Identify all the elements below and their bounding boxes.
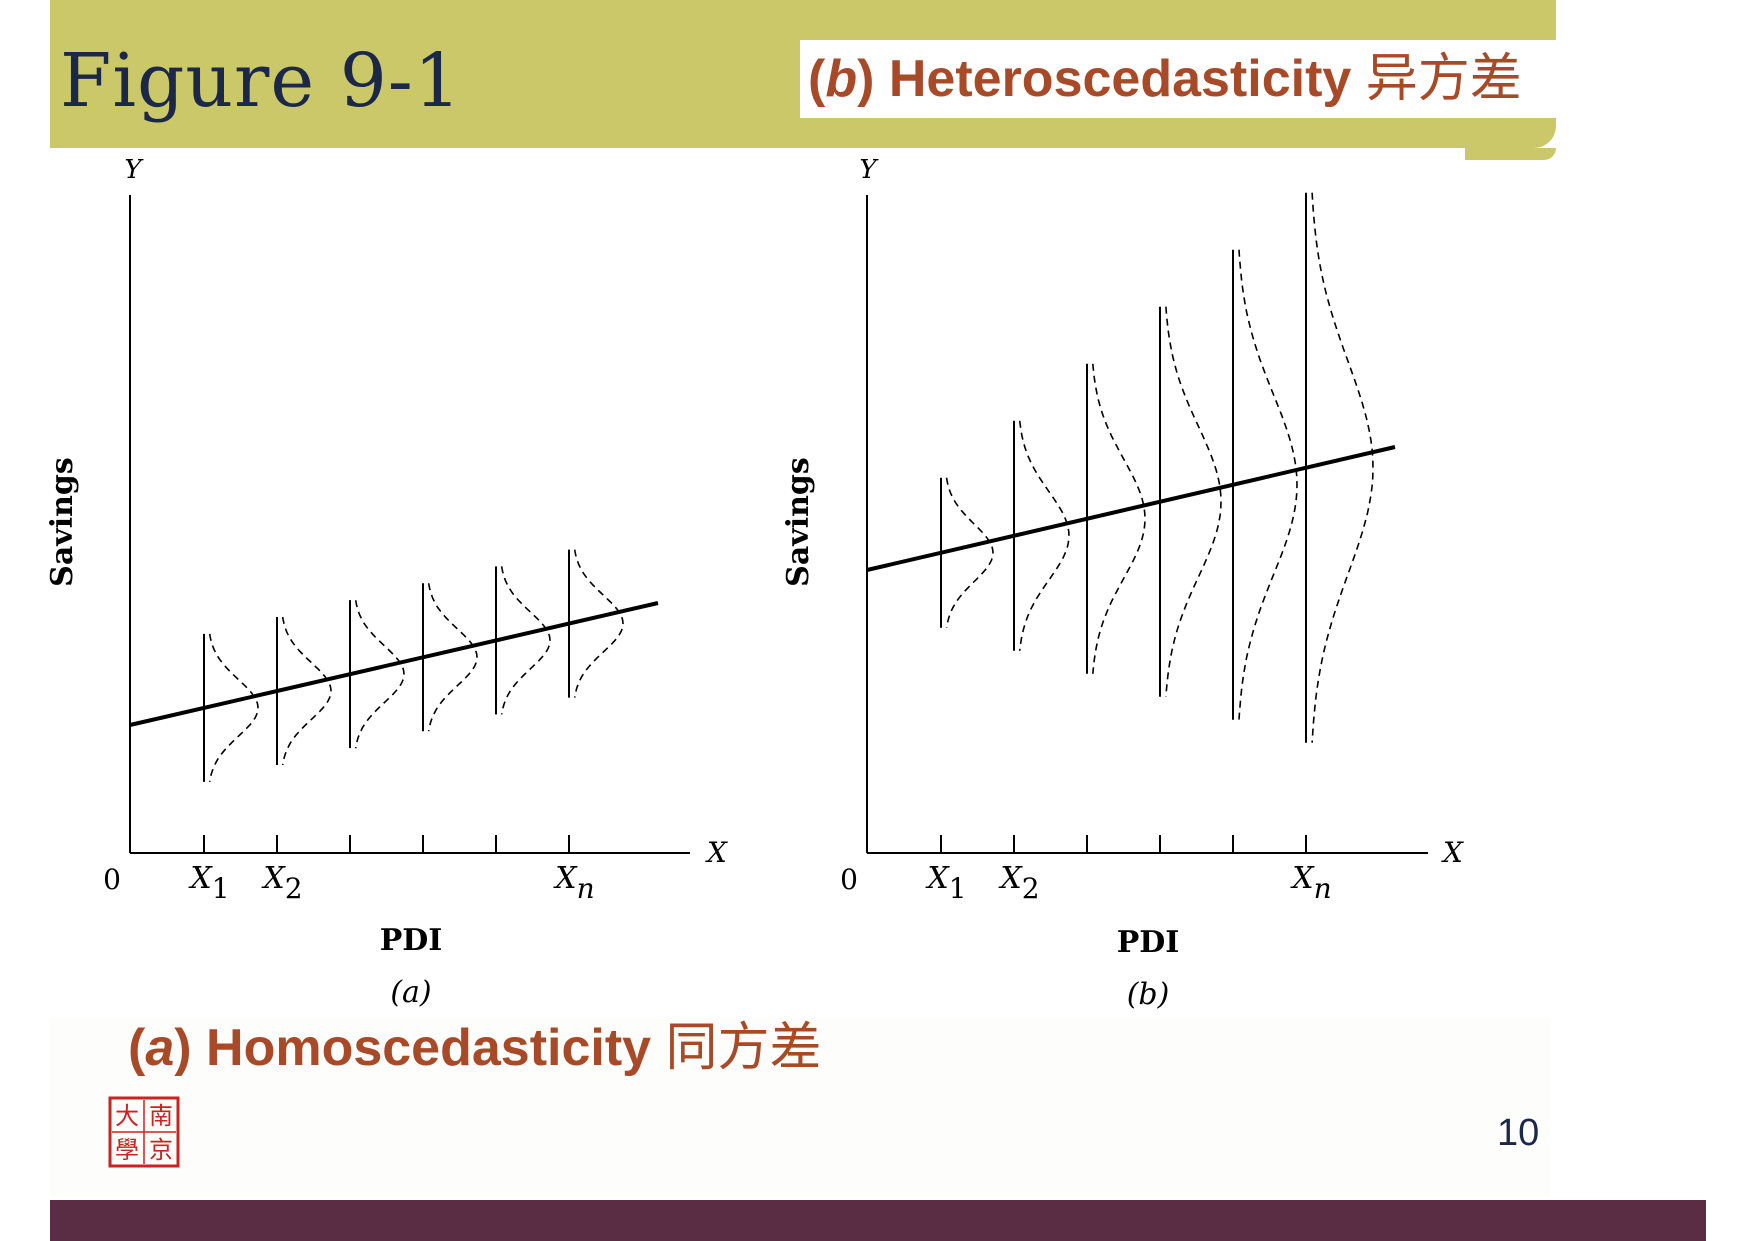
caption-b-text: Heteroscedasticity — [888, 50, 1352, 108]
caption-b-cjk: 异方差 — [1365, 50, 1522, 108]
seal-char: 南 — [149, 1102, 173, 1130]
university-seal: 南 京 大 學 — [108, 1096, 180, 1168]
x-tick-label: X2 — [998, 861, 1039, 905]
y-axis-letter: Y — [859, 155, 879, 185]
normal-curve — [208, 633, 259, 783]
x-tick-label: X1 — [188, 861, 229, 905]
x-axis-label: PDI — [380, 923, 443, 958]
normal-curve — [1311, 192, 1374, 743]
panel-b: Y X 0 X1 X2 Xn Savings PDI (b) — [781, 155, 1464, 1012]
footer-bar — [50, 1200, 1706, 1241]
normal-curve — [1018, 420, 1070, 651]
x-tick-label: X2 — [261, 861, 302, 905]
x-tick-label: Xn — [553, 861, 594, 905]
page-number: 10 — [1497, 1112, 1540, 1154]
y-axis-label: Savings — [781, 457, 816, 587]
y-axis-label: Savings — [45, 457, 80, 587]
x-axis-letter: X — [1441, 836, 1464, 869]
normal-curve — [500, 566, 551, 715]
normal-curve — [1238, 249, 1298, 720]
normal-curve — [1092, 363, 1146, 674]
panel-label: (b) — [1127, 977, 1170, 1012]
normal-curve — [573, 549, 624, 698]
x-tick-label: Xn — [1290, 861, 1331, 905]
caption-b: (b) Heteroscedasticity 异方差 — [808, 50, 1522, 108]
caption-a-letter: a — [145, 1019, 175, 1077]
normal-curve — [1165, 306, 1222, 697]
origin-label: 0 — [840, 863, 858, 896]
caption-a: (a) Homoscedasticity 同方差 — [128, 1019, 822, 1077]
seal-char: 京 — [149, 1136, 173, 1164]
caption-b-letter: b — [825, 50, 858, 108]
x-axis-letter: X — [705, 836, 728, 869]
origin-label: 0 — [103, 863, 121, 896]
caption-a-cjk: 同方差 — [665, 1019, 822, 1077]
seal-char: 學 — [115, 1136, 139, 1164]
caption-b-box: (b) Heteroscedasticity 异方差 — [800, 40, 1562, 118]
x-tick-label: X1 — [925, 861, 966, 905]
regression-line — [129, 601, 659, 727]
caption-a-text: Homoscedasticity — [206, 1019, 652, 1077]
normal-curve — [281, 616, 332, 766]
normal-curve — [427, 583, 478, 732]
panel-label: (a) — [390, 975, 431, 1010]
normal-curve — [354, 600, 405, 749]
panel-a: Y X 0 X1 X2 Xn Savings PDI (a) — [45, 155, 728, 1010]
seal-char: 大 — [115, 1102, 139, 1130]
caption-a-background — [50, 1018, 1550, 1196]
normal-curve — [945, 477, 994, 628]
y-axis-letter: Y — [124, 155, 144, 185]
header-tab — [1465, 148, 1556, 160]
figure-title: Figure 9-1 — [60, 38, 462, 124]
x-axis-label: PDI — [1117, 925, 1180, 960]
regression-line — [866, 445, 1396, 572]
